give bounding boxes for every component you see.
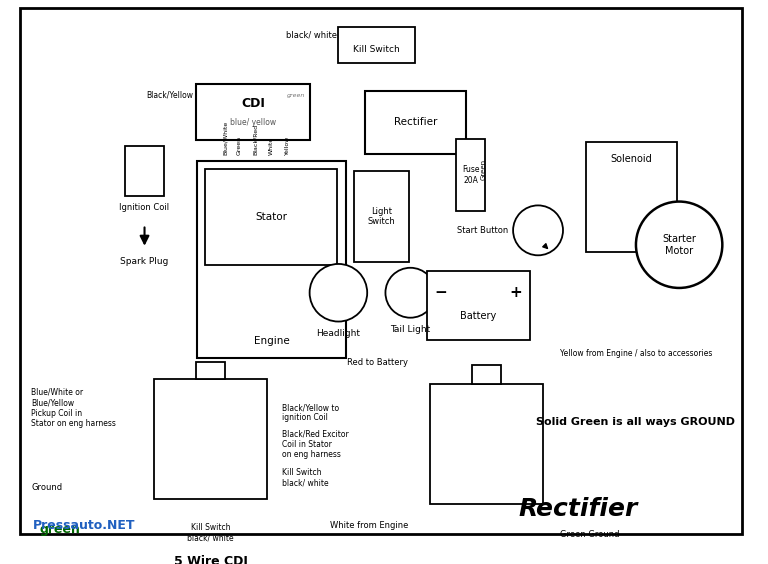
Text: Green: Green (480, 159, 486, 180)
Circle shape (513, 205, 563, 255)
Text: Blue/White or
Blue/Yellow
Pickup Coil in
Stator on eng harness: Blue/White or Blue/Yellow Pickup Coil in… (31, 388, 116, 428)
Text: Yellow: Yellow (285, 135, 290, 155)
Text: Rectifier: Rectifier (394, 117, 437, 127)
Text: Black/Red Excitor
Coil in Stator
on eng harness: Black/Red Excitor Coil in Stator on eng … (282, 430, 349, 459)
Text: Solenoid: Solenoid (611, 155, 653, 164)
Text: Spark Plug: Spark Plug (121, 257, 169, 266)
Bar (339, 27, 415, 63)
Bar (197, 85, 310, 140)
Text: Light
Switch: Light Switch (368, 207, 396, 226)
Text: CDI: CDI (241, 97, 265, 110)
Text: Headlight: Headlight (316, 329, 360, 337)
Bar (472, 365, 501, 384)
Bar (354, 171, 409, 262)
Text: green: green (40, 523, 81, 536)
Text: 5 Wire CDI: 5 Wire CDI (174, 555, 248, 564)
Bar (197, 362, 225, 379)
Text: blue/ yellow: blue/ yellow (230, 118, 276, 127)
Text: Green: Green (237, 135, 242, 155)
Text: Rectifier: Rectifier (518, 497, 638, 521)
Circle shape (636, 201, 723, 288)
Bar (205, 169, 337, 265)
Bar (366, 91, 466, 153)
Circle shape (386, 268, 435, 318)
Text: Ground: Ground (31, 483, 62, 492)
Text: Red to Battery: Red to Battery (347, 358, 409, 367)
Text: Stator: Stator (255, 212, 287, 222)
Text: Start Button: Start Button (457, 226, 508, 235)
Text: Black/Red: Black/Red (253, 124, 258, 155)
Text: Engine: Engine (254, 336, 290, 346)
Text: Solid Green is all ways GROUND: Solid Green is all ways GROUND (537, 417, 736, 428)
Bar (586, 142, 677, 253)
Text: White from Engine: White from Engine (330, 521, 409, 530)
Text: Black/Yellow to
ignition Coil: Black/Yellow to ignition Coil (282, 403, 339, 422)
Text: Pressauto.NET: Pressauto.NET (33, 519, 135, 532)
Text: Ignition Coil: Ignition Coil (120, 203, 170, 212)
Text: −: − (435, 285, 448, 300)
Text: White: White (269, 136, 273, 155)
Text: Tail Light: Tail Light (390, 325, 431, 334)
Bar (125, 146, 164, 196)
Bar (429, 384, 543, 504)
Circle shape (310, 264, 367, 321)
Text: Blue/White: Blue/White (223, 120, 227, 155)
Bar (154, 379, 267, 499)
Text: Starter
Motor: Starter Motor (662, 234, 696, 255)
Text: Yellow from Engine / also to accessories: Yellow from Engine / also to accessories (560, 349, 713, 358)
Text: Battery: Battery (460, 311, 497, 320)
Bar (197, 161, 346, 358)
Bar (456, 139, 485, 211)
Text: Fuse
20A: Fuse 20A (462, 165, 479, 185)
Text: black/ white: black/ white (286, 30, 336, 39)
Text: Kill Switch
black/ white: Kill Switch black/ white (282, 468, 329, 488)
Text: Kill Switch
black/ white: Kill Switch black/ white (187, 523, 234, 543)
Bar (427, 271, 531, 340)
Text: Kill Switch: Kill Switch (353, 45, 400, 54)
Text: Green Ground: Green Ground (560, 530, 620, 539)
Text: green: green (286, 94, 305, 99)
Text: +: + (510, 285, 522, 300)
Text: Black/Yellow: Black/Yellow (146, 90, 193, 99)
